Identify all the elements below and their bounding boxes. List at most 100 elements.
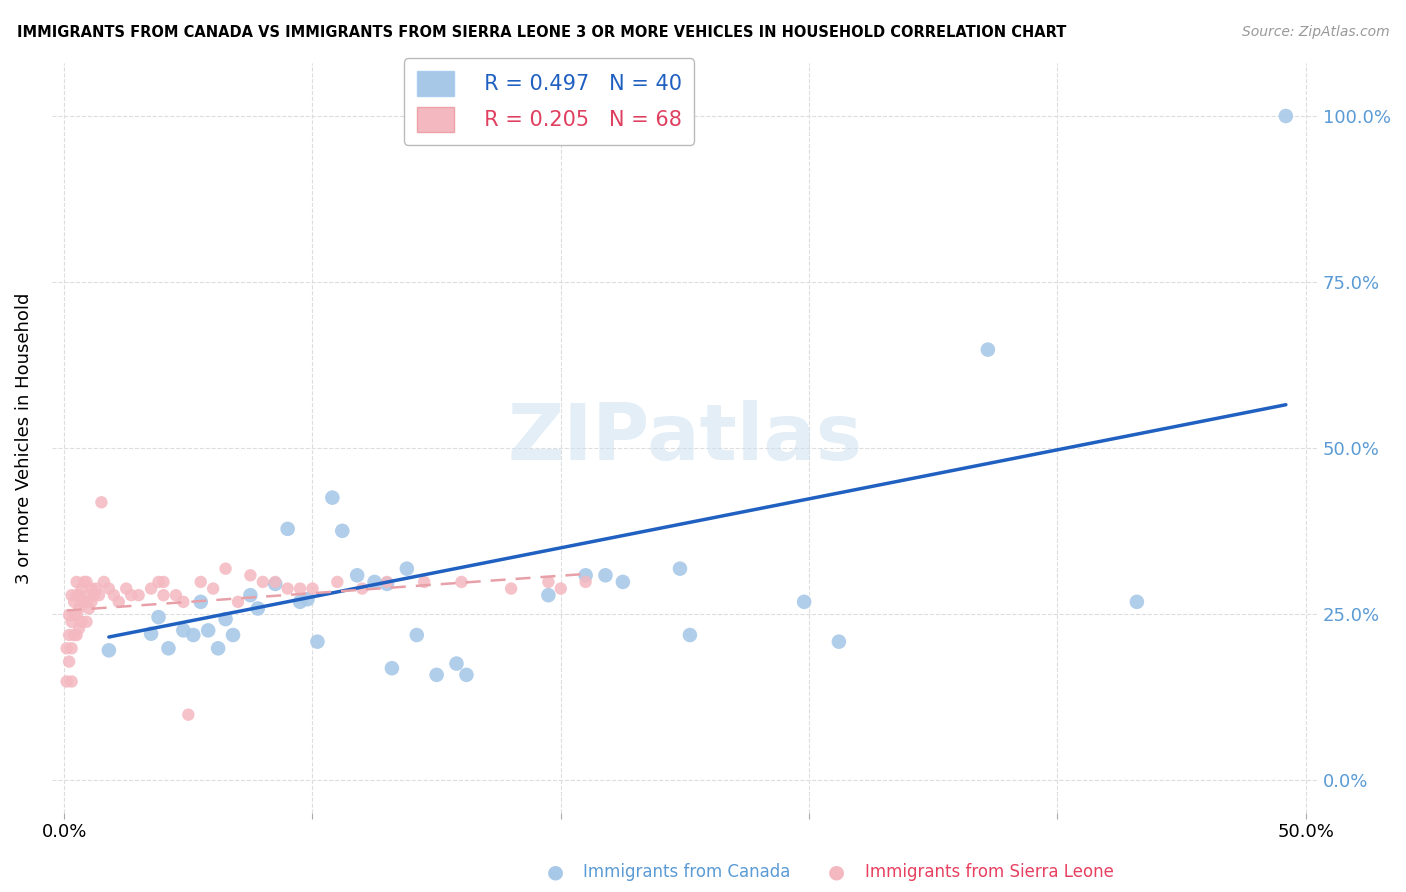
Point — [65, 608, 87, 623]
Point — [793, 595, 815, 609]
Point — [977, 343, 1000, 357]
Point — [307, 634, 329, 648]
Point — [115, 582, 138, 596]
Point — [301, 582, 323, 596]
Point — [239, 568, 262, 582]
Point — [63, 608, 86, 623]
Point — [77, 588, 100, 602]
Point — [246, 601, 269, 615]
Point — [297, 592, 319, 607]
Point — [277, 522, 299, 536]
Point — [60, 615, 83, 629]
Point — [76, 595, 98, 609]
Point — [190, 574, 212, 589]
Point — [67, 601, 90, 615]
Point — [128, 588, 150, 602]
Point — [63, 628, 86, 642]
Point — [93, 574, 115, 589]
Point — [67, 621, 90, 635]
Point — [83, 588, 105, 602]
Point — [139, 626, 162, 640]
Point — [550, 582, 572, 596]
Point — [222, 628, 245, 642]
Point — [97, 582, 120, 596]
Point — [214, 562, 236, 576]
Point — [55, 674, 77, 689]
Point — [190, 595, 212, 609]
Point — [65, 588, 87, 602]
Point — [381, 661, 404, 675]
Point — [1275, 109, 1298, 123]
Point — [80, 582, 103, 596]
Point — [330, 524, 353, 538]
Point — [86, 582, 108, 596]
Point — [214, 612, 236, 626]
Point — [575, 568, 598, 582]
Point — [264, 577, 287, 591]
Point — [107, 595, 129, 609]
Y-axis label: 3 or more Vehicles in Household: 3 or more Vehicles in Household — [15, 293, 32, 583]
Point — [277, 582, 299, 596]
Point — [612, 574, 634, 589]
Point — [120, 588, 142, 602]
Point — [264, 574, 287, 589]
Point — [55, 641, 77, 656]
Point — [73, 595, 96, 609]
Point — [76, 574, 98, 589]
Point — [595, 568, 617, 582]
Text: ZIPatlas: ZIPatlas — [508, 400, 862, 476]
Text: ●: ● — [547, 863, 564, 882]
Text: Source: ZipAtlas.com: Source: ZipAtlas.com — [1241, 25, 1389, 39]
Legend:   R = 0.497   N = 40,   R = 0.205   N = 68: R = 0.497 N = 40, R = 0.205 N = 68 — [404, 58, 695, 145]
Text: Immigrants from Sierra Leone: Immigrants from Sierra Leone — [865, 863, 1114, 881]
Point — [103, 588, 125, 602]
Point — [395, 562, 418, 576]
Point — [60, 641, 83, 656]
Point — [226, 595, 249, 609]
Point — [157, 641, 180, 656]
Point — [181, 628, 204, 642]
Point — [73, 574, 96, 589]
Point — [60, 588, 83, 602]
Point — [1126, 595, 1149, 609]
Point — [152, 588, 174, 602]
Point — [148, 610, 170, 624]
Point — [70, 615, 93, 629]
Point — [426, 668, 449, 682]
Point — [77, 601, 100, 615]
Point — [352, 582, 374, 596]
Point — [67, 588, 90, 602]
Text: ●: ● — [828, 863, 845, 882]
Point — [70, 582, 93, 596]
Point — [375, 574, 398, 589]
Point — [58, 608, 80, 623]
Point — [405, 628, 427, 642]
Point — [207, 641, 229, 656]
Point — [90, 495, 112, 509]
Point — [321, 491, 343, 505]
Point — [177, 707, 200, 722]
Point — [501, 582, 523, 596]
Point — [288, 595, 311, 609]
Point — [537, 574, 560, 589]
Point — [197, 624, 219, 638]
Point — [60, 674, 83, 689]
Point — [139, 582, 162, 596]
Point — [679, 628, 702, 642]
Point — [70, 595, 93, 609]
Point — [239, 588, 262, 602]
Point — [58, 628, 80, 642]
Point — [575, 574, 598, 589]
Point — [413, 574, 436, 589]
Point — [669, 562, 692, 576]
Point — [375, 577, 398, 591]
Point — [65, 628, 87, 642]
Point — [148, 574, 170, 589]
Point — [828, 634, 851, 648]
Point — [63, 595, 86, 609]
Point — [80, 595, 103, 609]
Point — [58, 655, 80, 669]
Point — [363, 574, 385, 589]
Point — [537, 588, 560, 602]
Point — [450, 574, 472, 589]
